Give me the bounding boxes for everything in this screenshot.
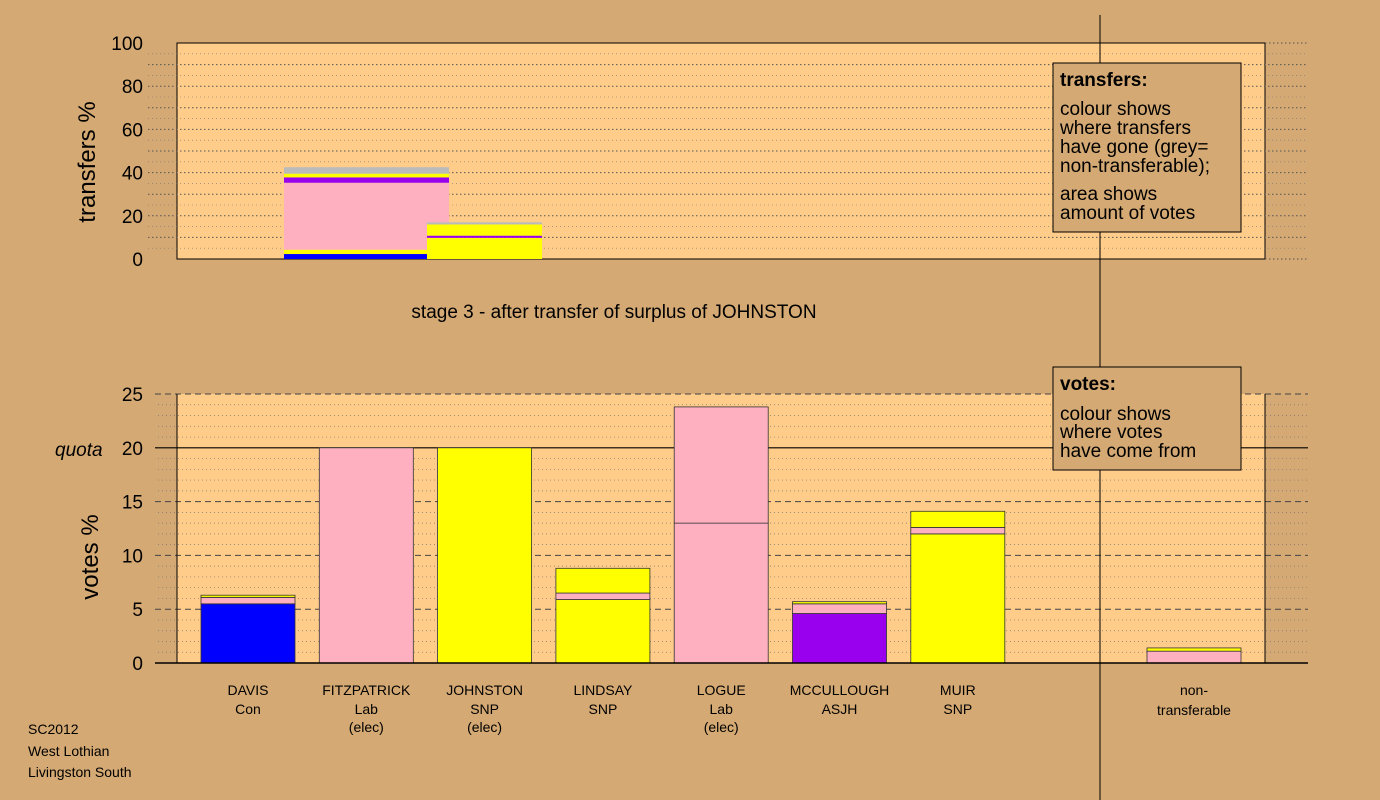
nontransferable-segment	[1146, 647, 1242, 652]
y-tick-label: 20	[122, 207, 143, 228]
transfers-legend-line: non-transferable);	[1060, 156, 1210, 177]
quota-label: quota	[55, 440, 103, 461]
votes-legend-line: colour shows	[1060, 404, 1171, 425]
y-tick-label: 0	[132, 250, 143, 271]
vote-segment	[792, 601, 887, 605]
transfer-segment	[284, 167, 449, 174]
candidate-party: SNP	[470, 701, 499, 717]
transfer-segment	[427, 222, 542, 225]
transfer-segment	[284, 173, 449, 178]
y-tick-label: 0	[132, 654, 143, 675]
vote-segment	[792, 603, 887, 614]
candidate-party: Lab	[710, 701, 734, 717]
y-tick-label: 25	[122, 385, 143, 406]
candidate-party: ASJH	[822, 701, 858, 717]
candidate-status: (elec)	[467, 719, 502, 735]
vote-segment	[555, 592, 651, 600]
y-tick-label: 10	[122, 546, 143, 567]
candidate-status: (elec)	[349, 719, 384, 735]
votes-legend: votes: colour shows where votes have com…	[1052, 366, 1242, 471]
candidate-name: MCCULLOUGH	[790, 682, 890, 698]
nontransferable-label: non-	[1180, 682, 1208, 698]
nontransferable-segment	[1146, 650, 1242, 664]
transfer-segment	[284, 254, 449, 259]
candidate-name: JOHNSTON	[446, 682, 523, 698]
y-tick-label: 40	[122, 164, 143, 185]
vote-segment	[555, 567, 651, 594]
transfers-legend-box	[1052, 62, 1242, 233]
transfers-legend: transfers: colour shows where transfers …	[1052, 62, 1242, 233]
y-tick-label: 100	[111, 34, 143, 55]
transfers-legend-line: amount of votes	[1060, 203, 1195, 224]
vote-segment	[318, 447, 414, 664]
candidate-status: (elec)	[704, 719, 739, 735]
candidate-party: Con	[235, 701, 261, 717]
transfers-bars	[284, 167, 542, 259]
transfer-segment	[427, 235, 542, 238]
y-tick-label: 80	[122, 77, 143, 98]
y-tick-label: 20	[122, 439, 143, 460]
vote-segment	[910, 510, 1006, 528]
transfers-y-ticks: 0 20 40 60 80 100	[111, 34, 143, 271]
vote-segment	[555, 599, 651, 664]
vote-segment	[673, 522, 769, 664]
candidate-party: Lab	[355, 701, 379, 717]
candidate-name: DAVIS	[228, 682, 269, 698]
nontransferable-label: transferable	[1157, 702, 1231, 718]
votes-y-ticks: 0 5 10 15 20 25	[122, 385, 143, 675]
candidate-labels: DAVIS Con FITZPATRICK Lab (elec) JOHNSTON SNP (…	[228, 682, 1232, 735]
vote-segment	[910, 533, 1006, 664]
transfers-legend-line: where transfers	[1059, 118, 1191, 139]
vote-segment	[437, 447, 533, 664]
y-tick-label: 60	[122, 120, 143, 141]
footer-ward: Livingston South	[28, 764, 132, 780]
vote-segment	[673, 406, 769, 524]
transfer-segment	[284, 177, 449, 183]
candidate-party: SNP	[943, 701, 972, 717]
footer-council: West Lothian	[28, 743, 109, 759]
candidate-name: MUIR	[940, 682, 976, 698]
votes-y-axis-title: votes %	[77, 514, 104, 599]
votes-legend-box	[1052, 366, 1242, 471]
vote-segment	[200, 594, 296, 598]
transfers-legend-line: colour shows	[1060, 99, 1171, 120]
transfer-segment	[427, 237, 542, 259]
votes-legend-line: have come from	[1060, 441, 1196, 462]
vote-segment	[792, 613, 887, 664]
transfers-y-axis-title: transfers %	[74, 101, 101, 222]
transfers-legend-line: area shows	[1060, 184, 1157, 205]
transfers-legend-line: have gone (grey=	[1060, 137, 1208, 158]
votes-legend-heading: votes:	[1060, 374, 1116, 395]
footer: SC2012 West Lothian Livingston South	[28, 721, 132, 780]
y-tick-label: 5	[132, 600, 143, 621]
transfer-segment	[284, 182, 449, 250]
y-tick-label: 15	[122, 493, 143, 514]
vote-segment	[200, 596, 296, 605]
transfer-segment	[427, 224, 542, 236]
votes-bars	[200, 406, 1242, 664]
votes-legend-line: where votes	[1059, 422, 1162, 443]
vote-segment	[910, 527, 1006, 535]
candidate-name: FITZPATRICK	[322, 682, 411, 698]
candidate-name: LINDSAY	[573, 682, 633, 698]
candidate-name: LOGUE	[697, 682, 746, 698]
stage-label: stage 3 - after transfer of surplus of J…	[411, 302, 816, 323]
footer-election: SC2012	[28, 721, 79, 737]
vote-segment	[200, 603, 296, 664]
transfer-segment	[284, 249, 449, 255]
candidate-party: SNP	[589, 701, 618, 717]
transfers-legend-heading: transfers:	[1060, 70, 1148, 91]
